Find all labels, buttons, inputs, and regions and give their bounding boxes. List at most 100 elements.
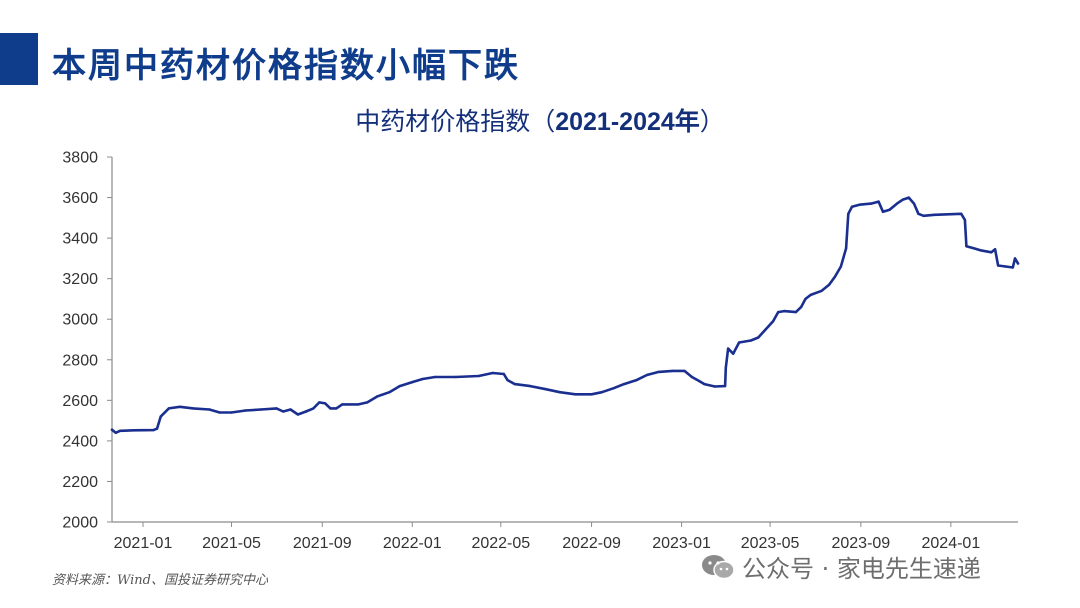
data-point (324, 402, 327, 405)
data-point (888, 208, 891, 211)
data-point (590, 393, 593, 396)
data-point (411, 380, 414, 384)
data-point (777, 310, 780, 314)
data-point (850, 205, 854, 208)
data-point (979, 249, 982, 252)
x-tick-label: 2023-05 (741, 535, 800, 552)
x-tick-label: 2021-01 (114, 535, 173, 552)
data-point (178, 405, 182, 408)
data-point (433, 375, 437, 379)
data-point (110, 428, 114, 431)
data-point (491, 371, 494, 375)
data-point (749, 339, 753, 342)
data-point (963, 218, 967, 222)
x-tick-label: 2022-05 (471, 535, 530, 552)
data-point (622, 382, 626, 386)
data-point (275, 407, 278, 410)
data-point (612, 387, 615, 390)
data-point (421, 377, 424, 381)
chart-title-prefix: 中药材价格指数（ (355, 107, 556, 136)
data-point (1004, 265, 1007, 268)
data-point (388, 391, 391, 394)
data-point (771, 320, 775, 323)
data-point (907, 196, 910, 199)
data-point (513, 382, 516, 386)
chart-title-years: 2021-2024年 (555, 108, 700, 136)
series-line (110, 196, 1020, 435)
data-point (558, 391, 561, 394)
data-point (341, 403, 344, 406)
data-point (454, 375, 457, 379)
y-tick-label: 2800 (62, 352, 98, 369)
x-tick-label: 2021-09 (293, 535, 352, 552)
data-point (398, 384, 401, 388)
data-point (960, 212, 963, 215)
data-point (858, 203, 861, 206)
data-point (690, 375, 694, 379)
data-point (152, 428, 155, 432)
data-point (282, 410, 285, 413)
source-note: 资料来源：Wind、国投证券研究中心 (52, 573, 268, 588)
data-point (296, 413, 300, 416)
data-point (683, 369, 686, 373)
data-point (635, 378, 638, 382)
y-tick-label: 2600 (62, 393, 98, 410)
data-point (366, 401, 369, 404)
data-point (794, 310, 798, 314)
data-point (713, 385, 716, 388)
data-point (671, 369, 674, 373)
data-point (698, 379, 701, 383)
data-point (574, 393, 577, 396)
y-tick-label: 3000 (62, 312, 98, 329)
y-tick-label: 2200 (62, 474, 98, 491)
data-point (881, 210, 885, 213)
data-point (917, 212, 920, 215)
data-point (732, 352, 735, 355)
data-point (544, 388, 547, 391)
x-tick-label: 2022-01 (383, 535, 442, 552)
data-point (1011, 266, 1014, 269)
y-tick-label: 3600 (62, 190, 98, 207)
data-point (737, 341, 741, 344)
data-point (259, 408, 263, 411)
data-point (304, 410, 308, 413)
data-point (839, 265, 843, 268)
data-point (993, 248, 997, 251)
data-point (827, 283, 831, 286)
data-point (844, 247, 848, 250)
data-point (820, 289, 823, 292)
data-point (159, 415, 162, 418)
chart-title-suffix: ） (699, 107, 725, 136)
x-tick-label: 2021-05 (202, 535, 261, 552)
data-point (757, 336, 760, 339)
data-point (933, 213, 936, 216)
title-accent-bar (0, 33, 38, 85)
data-point (877, 200, 880, 203)
data-point (502, 372, 505, 376)
x-tick-label: 2023-09 (831, 535, 890, 552)
data-point (809, 293, 812, 297)
data-point (230, 411, 233, 414)
data-point (132, 429, 136, 432)
wechat-icon (702, 554, 735, 579)
data-point (726, 347, 730, 350)
y-axis: 2000 2200 2400 2600 2800 3000 3200 3400 3600 3800 (62, 150, 113, 532)
x-tick-label: 2023-01 (652, 535, 711, 552)
data-point (1013, 257, 1017, 260)
data-point (114, 431, 117, 434)
y-tick-label: 3400 (62, 231, 98, 248)
data-point (208, 408, 211, 411)
data-point (155, 427, 159, 430)
y-tick-label: 3800 (62, 150, 98, 167)
data-point (847, 212, 850, 215)
y-tick-label: 2400 (62, 433, 98, 450)
series-group (110, 196, 1020, 435)
data-point (965, 245, 968, 248)
data-point (529, 384, 532, 388)
data-point (724, 366, 727, 370)
data-point (901, 198, 905, 201)
data-point (477, 374, 480, 378)
data-point (167, 407, 170, 410)
x-tick-label: 2022-09 (562, 535, 621, 552)
